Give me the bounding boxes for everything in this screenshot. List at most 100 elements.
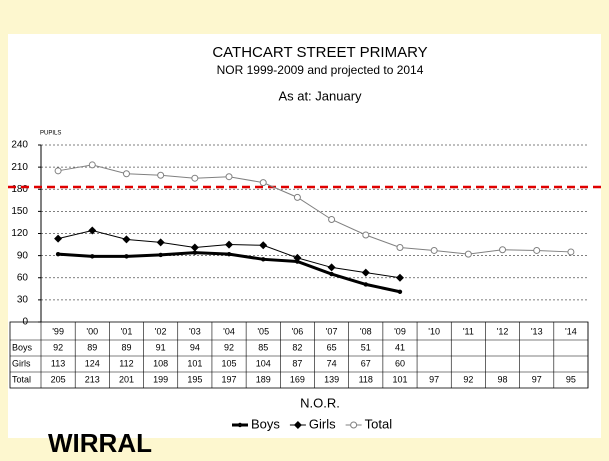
table-cell: 189 <box>256 374 271 384</box>
point <box>88 161 96 169</box>
table-row-label: Girls <box>12 358 31 368</box>
point <box>158 252 163 258</box>
x-tick-label: '12 <box>497 326 509 336</box>
legend-marker <box>237 422 243 428</box>
point <box>88 226 97 235</box>
logo: WIRRAL <box>48 428 152 458</box>
point <box>226 251 232 257</box>
x-tick-label: '04 <box>223 326 235 336</box>
series-line <box>58 164 571 255</box>
table-cell: 87 <box>292 358 302 368</box>
point <box>191 174 199 182</box>
y-tick-label: 120 <box>11 228 28 239</box>
table-cell: 97 <box>429 374 439 384</box>
legend-label: Total <box>365 416 393 431</box>
x-tick-label: '06 <box>292 326 304 336</box>
chart-title: CATHCART STREET PRIMARY <box>212 44 427 61</box>
point <box>122 235 131 244</box>
point <box>259 241 268 250</box>
point <box>261 257 266 262</box>
table-cell: 92 <box>224 342 234 352</box>
point <box>54 234 63 243</box>
point <box>395 273 404 282</box>
point <box>327 263 336 272</box>
point <box>363 282 368 287</box>
point <box>329 271 334 277</box>
y-tick-label: 90 <box>17 250 29 261</box>
point <box>90 254 95 259</box>
point <box>362 231 370 239</box>
table-cell: 74 <box>327 358 337 368</box>
x-tick-label: '08 <box>360 326 372 336</box>
y-axis-label: PUPILS <box>40 131 61 137</box>
x-tick-label: '99 <box>52 326 64 336</box>
table-cell: 108 <box>153 358 168 368</box>
table-cell: 94 <box>190 342 200 352</box>
point <box>396 244 404 252</box>
point <box>190 243 199 252</box>
legend-marker <box>350 421 358 429</box>
point <box>499 246 507 254</box>
point <box>259 179 267 187</box>
panel <box>8 34 601 438</box>
table-cell: 91 <box>156 342 166 352</box>
point <box>225 173 233 181</box>
point <box>464 250 472 258</box>
table-row-label: Boys <box>12 342 33 352</box>
table-cell: 197 <box>222 374 237 384</box>
table-cell: 101 <box>187 358 202 368</box>
x-axis-label: N.O.R. <box>300 395 340 410</box>
point <box>124 254 129 259</box>
x-tick-label: '05 <box>257 326 269 336</box>
table-cell: 201 <box>119 374 134 384</box>
table-cell: 205 <box>51 374 66 384</box>
legend-label: Boys <box>251 416 280 431</box>
point <box>225 240 234 249</box>
point <box>533 246 541 254</box>
table-cell: 213 <box>85 374 100 384</box>
table-cell: 92 <box>463 374 473 384</box>
chart-subtitle: NOR 1999-2009 and projected to 2014 <box>217 63 424 77</box>
table-cell: 67 <box>361 358 371 368</box>
chart-note: As at: January <box>278 88 362 103</box>
table-cell: 169 <box>290 374 305 384</box>
x-tick-label: '09 <box>394 326 406 336</box>
table-cell: 60 <box>395 358 405 368</box>
table-cell: 199 <box>153 374 168 384</box>
table-cell: 195 <box>187 374 202 384</box>
legend-marker <box>293 421 302 429</box>
point <box>293 253 302 262</box>
y-tick-label: 180 <box>11 184 28 195</box>
x-tick-label: '14 <box>565 326 577 336</box>
table-cell: 97 <box>532 374 542 384</box>
y-tick-label: 30 <box>17 295 29 306</box>
point <box>122 170 130 178</box>
y-tick-label: 60 <box>17 272 29 283</box>
table-cell: 65 <box>327 342 337 352</box>
table-cell: 41 <box>395 342 405 352</box>
table-cell: 101 <box>392 374 407 384</box>
point <box>55 251 61 257</box>
table-cell: 51 <box>361 342 371 352</box>
table-cell: 139 <box>324 374 339 384</box>
x-tick-label: '00 <box>86 326 98 336</box>
point <box>397 289 403 294</box>
table-cell: 89 <box>87 342 97 352</box>
table-cell: 92 <box>53 342 63 352</box>
point <box>293 193 301 201</box>
point <box>157 171 165 179</box>
x-tick-label: '07 <box>326 326 338 336</box>
y-tick-label: 240 <box>11 140 28 151</box>
point <box>328 215 336 223</box>
y-tick-label: 150 <box>11 206 28 217</box>
point <box>567 248 575 256</box>
table-cell: 95 <box>566 374 576 384</box>
table-row-label: Total <box>12 374 31 384</box>
table-cell: 104 <box>256 358 271 368</box>
table-cell: 89 <box>121 342 131 352</box>
x-tick-label: '01 <box>121 326 133 336</box>
x-tick-label: '13 <box>531 326 543 336</box>
table-cell: 113 <box>51 358 65 368</box>
point <box>54 167 62 175</box>
